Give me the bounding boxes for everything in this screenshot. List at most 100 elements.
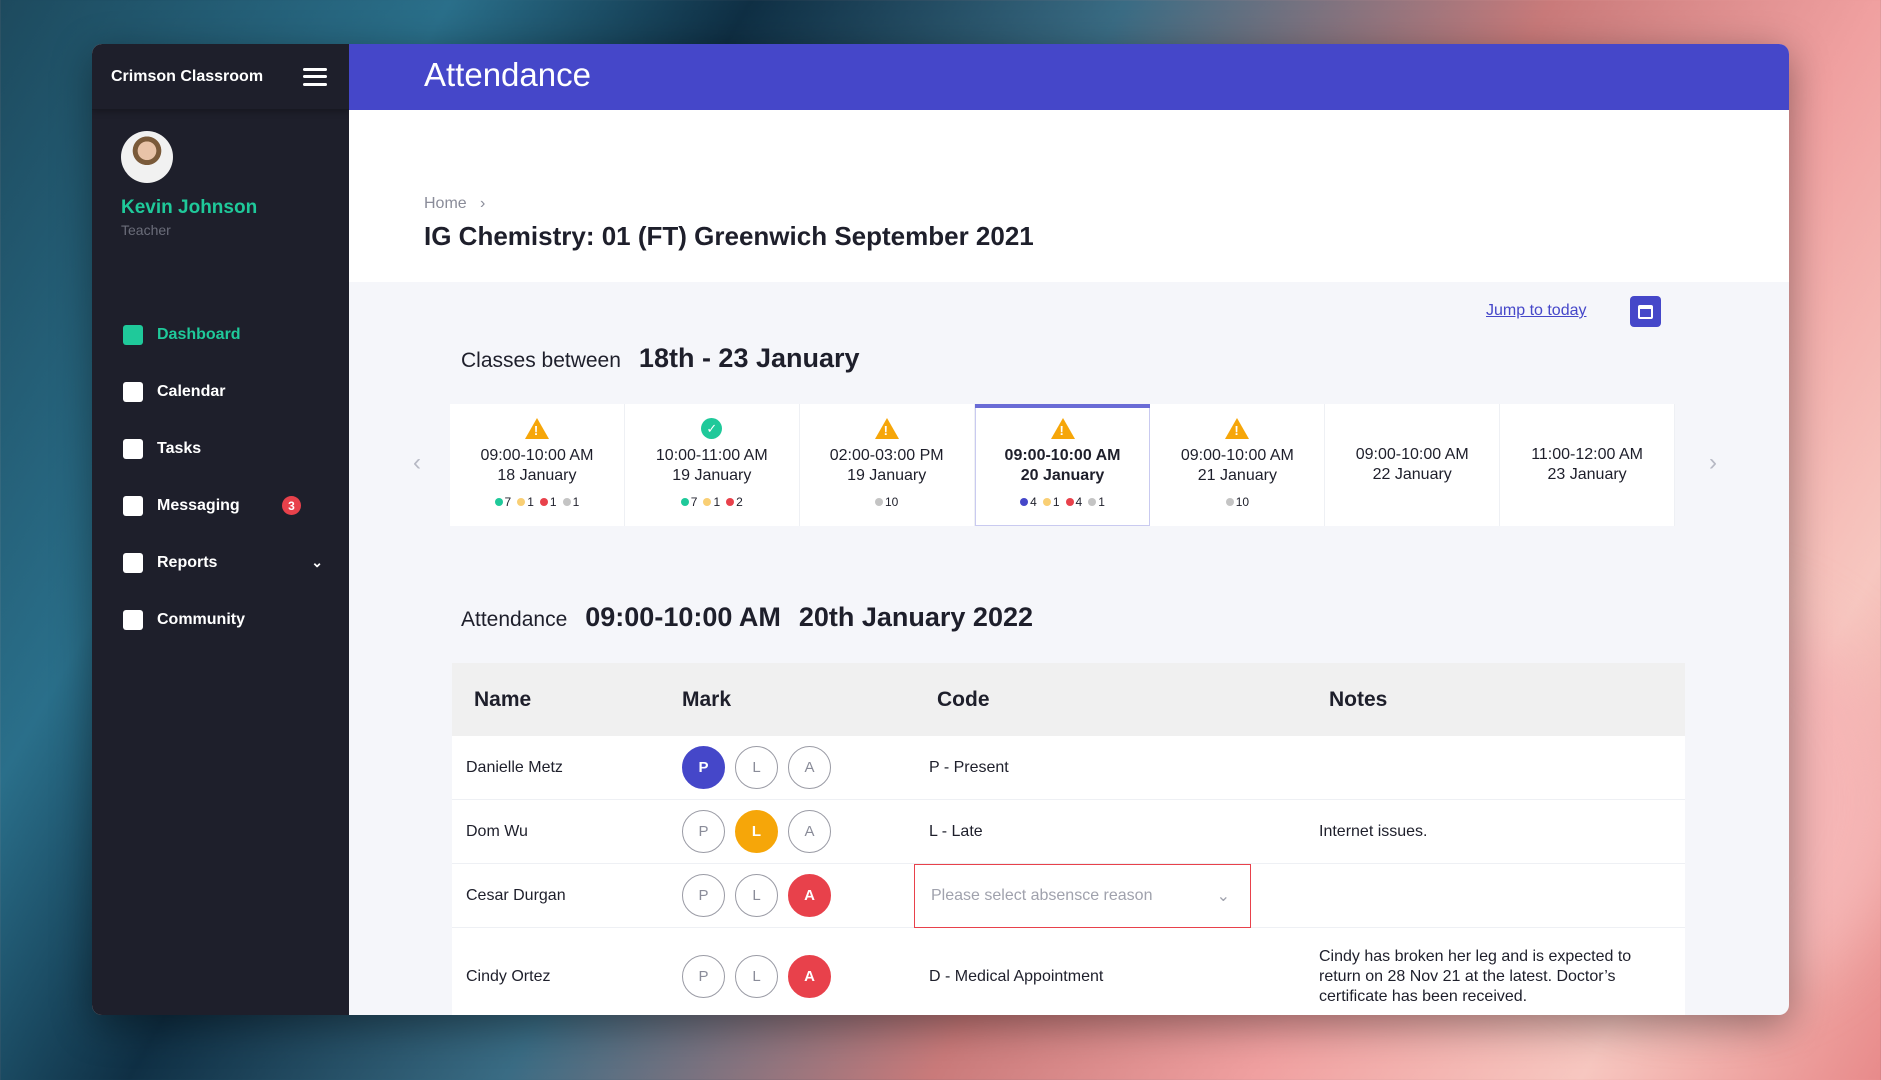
class-cards: 09:00-10:00 AM 18 January 7 1 1 1 ✓ 10:00-11:00… <box>450 404 1676 526</box>
mark-l-button[interactable]: L <box>735 955 778 998</box>
count-value: 1 <box>527 495 534 509</box>
sidebar-item-calendar[interactable]: Calendar <box>92 363 349 420</box>
menu-icon[interactable] <box>303 67 327 86</box>
sidebar-item-community[interactable]: Community <box>92 591 349 648</box>
student-name: Dom Wu <box>466 822 528 840</box>
attendance-code: D - Medical Appointment <box>929 967 1104 985</box>
count-item: 1 <box>703 492 720 512</box>
class-card[interactable]: 02:00-03:00 PM 19 January 10 <box>799 404 975 526</box>
sidebar-item-label: Calendar <box>157 382 226 400</box>
mark-p-button[interactable]: P <box>682 746 725 789</box>
classes-range-value: 18th - 23 January <box>638 343 860 373</box>
classes-label: Classes between <box>461 349 621 372</box>
card-time: 02:00-03:00 PM <box>829 447 944 464</box>
chevron-down-icon[interactable]: ⌄ <box>311 554 323 570</box>
card-date: 22 January <box>1372 466 1452 483</box>
mark-l-button[interactable]: L <box>735 810 778 853</box>
code-cell: D - Medical Appointment <box>929 968 1319 986</box>
count-item: 4 <box>1065 492 1083 512</box>
mark-l-button[interactable]: L <box>735 746 778 789</box>
count-item: 10 <box>1225 492 1250 512</box>
count-value: 2 <box>736 495 743 509</box>
jump-to-today-link[interactable]: Jump to today <box>1486 302 1587 319</box>
student-name: Cesar Durgan <box>466 886 566 904</box>
attendance-counts: 7 1 1 1 <box>494 492 579 512</box>
status-dot-icon <box>874 498 883 506</box>
class-card[interactable]: ✓ 10:00-11:00 AM 19 January 7 1 2 <box>624 404 800 526</box>
count-item: 7 <box>494 492 511 512</box>
class-card[interactable]: 09:00-10:00 AM 21 January 10 <box>1150 404 1326 526</box>
card-time: 11:00-12:00 AM <box>1531 446 1643 463</box>
attendance-counts: 10 <box>874 492 899 512</box>
count-item: 1 <box>1088 492 1105 512</box>
count-value: 10 <box>884 495 899 509</box>
status-dot-icon <box>539 498 548 506</box>
status-dot-icon <box>703 498 712 506</box>
card-date: 19 January <box>847 467 927 484</box>
status-dot-icon <box>726 498 735 506</box>
class-card[interactable]: 09:00-10:00 AM 22 January <box>1325 404 1501 526</box>
count-value: 10 <box>1235 495 1250 509</box>
attendance-counts: 4 1 4 1 <box>1020 492 1105 512</box>
status-dot-icon <box>562 498 571 506</box>
status-dot-icon <box>494 498 503 506</box>
mark-a-button[interactable]: A <box>788 955 831 998</box>
mark-l-button[interactable]: L <box>735 874 778 917</box>
count-value: 1 <box>713 495 721 509</box>
class-title: IG Chemistry: 01 (FT) Greenwich Septembe… <box>424 221 1034 251</box>
sidebar-item-label: Tasks <box>157 439 202 457</box>
class-card[interactable]: 11:00-12:00 AM 23 January <box>1500 404 1676 526</box>
class-card[interactable]: 09:00-10:00 AM 18 January 7 1 1 1 <box>450 404 625 526</box>
attendance-code: L - Late <box>929 822 983 840</box>
app-name: Crimson Classroom <box>111 67 264 85</box>
mark-p-button[interactable]: P <box>682 874 725 917</box>
mark-p-button[interactable]: P <box>682 955 725 998</box>
mark-a-button[interactable]: A <box>788 746 831 789</box>
warning-icon <box>1050 418 1075 441</box>
tasks-icon <box>123 438 143 459</box>
breadcrumb: Home › <box>424 195 485 213</box>
user-name: Kevin Johnson <box>121 197 258 218</box>
chevron-down-icon: ⌄ <box>1216 887 1230 905</box>
avatar[interactable] <box>121 131 173 183</box>
count-item: 7 <box>680 492 697 512</box>
mark-a-button[interactable]: A <box>788 810 831 853</box>
attendance-table: Name Mark Code Notes Danielle Metz P L A P -… <box>452 663 1685 1015</box>
class-card[interactable]: 09:00-10:00 AM 20 January 4 1 4 1 <box>974 404 1151 526</box>
attendance-code: P - Present <box>929 758 1009 776</box>
count-item: 10 <box>874 492 899 512</box>
sidebar-item-label: Messaging <box>157 496 240 514</box>
page-title: Attendance <box>424 56 591 93</box>
next-arrow-icon[interactable]: › <box>1709 449 1717 476</box>
status-dot-icon <box>1042 498 1051 506</box>
dashboard-icon <box>123 324 143 345</box>
mark-a-button[interactable]: A <box>788 874 831 917</box>
card-date: 21 January <box>1197 467 1277 484</box>
sidebar-item-reports[interactable]: Reports ⌄ <box>92 534 349 591</box>
calendar-button[interactable] <box>1630 296 1661 327</box>
sidebar-item-tasks[interactable]: Tasks <box>92 420 349 477</box>
absence-reason-placeholder: Please select absensce reason <box>931 886 1153 904</box>
count-item: 1 <box>562 492 579 512</box>
header-mark: Mark <box>682 687 732 711</box>
status-dot-icon <box>1225 498 1234 506</box>
sidebar: Crimson Classroom Kevin Johnson Teacher … <box>92 44 349 1015</box>
prev-arrow-icon[interactable]: ‹ <box>413 449 421 476</box>
breadcrumb-home[interactable]: Home <box>424 195 467 212</box>
absence-reason-select[interactable]: Please select absensce reason ⌄ <box>914 863 1251 928</box>
status-dot-icon <box>680 498 689 506</box>
warning-icon <box>524 418 549 441</box>
student-name: Danielle Metz <box>466 758 563 776</box>
count-value: 4 <box>1075 495 1083 509</box>
mark-p-button[interactable]: P <box>682 810 725 853</box>
attendance-counts: 7 1 2 <box>680 492 743 512</box>
card-time: 10:00-11:00 AM <box>655 447 768 464</box>
code-cell: L - Late <box>929 823 1319 841</box>
sidebar-item-dashboard[interactable]: Dashboard <box>92 306 349 363</box>
status-dot-icon <box>517 498 526 506</box>
sidebar-item-messaging[interactable]: Messaging 3 <box>92 477 349 534</box>
count-value: 4 <box>1030 495 1037 509</box>
attendance-label: Attendance <box>461 608 568 631</box>
